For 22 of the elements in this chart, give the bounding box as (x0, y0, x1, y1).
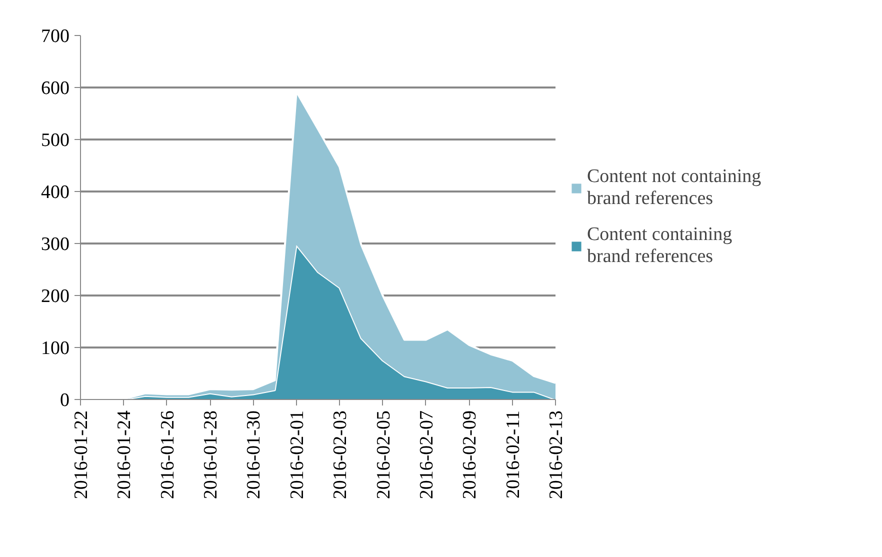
x-tick-label: 2016-02-07 (416, 410, 438, 500)
x-tick-label: 2016-01-28 (200, 410, 222, 500)
x-tick-label: 2016-02-05 (373, 410, 394, 500)
y-tick-label: 0 (60, 390, 70, 411)
y-tick-label: 100 (41, 338, 70, 359)
legend-label: Content containing brand references (587, 224, 732, 268)
y-tick-label: 500 (41, 130, 70, 151)
x-tick-label: 2016-02-13 (546, 410, 567, 500)
x-tick-label: 2016-02-09 (460, 410, 481, 500)
x-tick-label: 2016-01-22 (71, 410, 92, 500)
x-tick-label: 2016-02-03 (330, 410, 352, 500)
x-tick-label: 2016-02-01 (286, 410, 308, 500)
x-tick-label: 2016-01-26 (157, 410, 178, 500)
x-tick-label: 2016-01-24 (114, 410, 136, 500)
y-tick-label: 200 (41, 286, 70, 307)
x-tick-label: 2016-02-11 (502, 410, 524, 498)
x-tick-label: 2016-01-30 (244, 410, 265, 500)
y-tick-label: 400 (41, 182, 70, 203)
y-tick-label: 300 (41, 234, 70, 255)
legend-label: Content not containing brand references (587, 166, 762, 210)
y-tick-label: 600 (41, 78, 70, 99)
y-tick-label: 700 (41, 26, 70, 47)
